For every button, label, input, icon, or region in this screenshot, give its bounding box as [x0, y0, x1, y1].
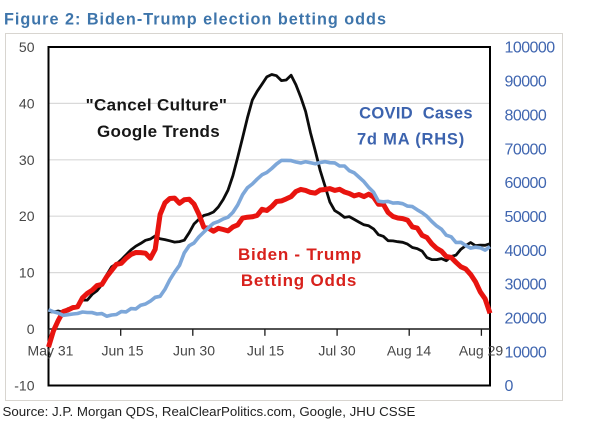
svg-text:Jul 30: Jul 30: [318, 343, 356, 359]
svg-text:40: 40: [19, 95, 35, 111]
svg-text:20000: 20000: [505, 311, 547, 328]
svg-text:Figure 2: Biden-Trump election: Figure 2: Biden-Trump election betting o…: [4, 11, 387, 29]
svg-text:0: 0: [27, 321, 35, 337]
svg-text:70000: 70000: [505, 141, 547, 158]
svg-text:30000: 30000: [505, 277, 547, 294]
svg-text:50: 50: [19, 39, 35, 55]
svg-text:0: 0: [505, 378, 514, 395]
svg-text:Jul 15: Jul 15: [247, 343, 285, 359]
svg-text:10000: 10000: [505, 344, 547, 361]
svg-text:30: 30: [19, 152, 35, 168]
svg-text:90000: 90000: [505, 74, 547, 91]
svg-text:50000: 50000: [505, 209, 547, 226]
svg-text:Jun 30: Jun 30: [173, 343, 215, 359]
svg-text:80000: 80000: [505, 107, 547, 124]
svg-text:Google Trends: Google Trends: [97, 122, 220, 141]
svg-text:Aug 29: Aug 29: [459, 343, 504, 359]
svg-text:May 31: May 31: [28, 343, 74, 359]
svg-text:10: 10: [19, 265, 35, 281]
svg-text:-10: -10: [14, 378, 34, 394]
svg-text:40000: 40000: [505, 243, 547, 260]
svg-text:"Cancel Culture": "Cancel Culture": [86, 96, 228, 115]
svg-text:Jun 15: Jun 15: [101, 343, 143, 359]
svg-text:COVID Cases: COVID Cases: [359, 105, 473, 123]
svg-text:Aug 14: Aug 14: [387, 343, 432, 359]
svg-text:7d MA (RHS): 7d MA (RHS): [357, 131, 465, 149]
svg-text:20: 20: [19, 208, 35, 224]
svg-text:100000: 100000: [505, 40, 556, 57]
svg-text:Biden - Trump: Biden - Trump: [238, 245, 362, 264]
svg-text:Source: J.P. Morgan QDS, RealC: Source: J.P. Morgan QDS, RealClearPoliti…: [3, 404, 416, 419]
svg-text:60000: 60000: [505, 175, 547, 192]
svg-text:Betting Odds: Betting Odds: [241, 271, 357, 290]
